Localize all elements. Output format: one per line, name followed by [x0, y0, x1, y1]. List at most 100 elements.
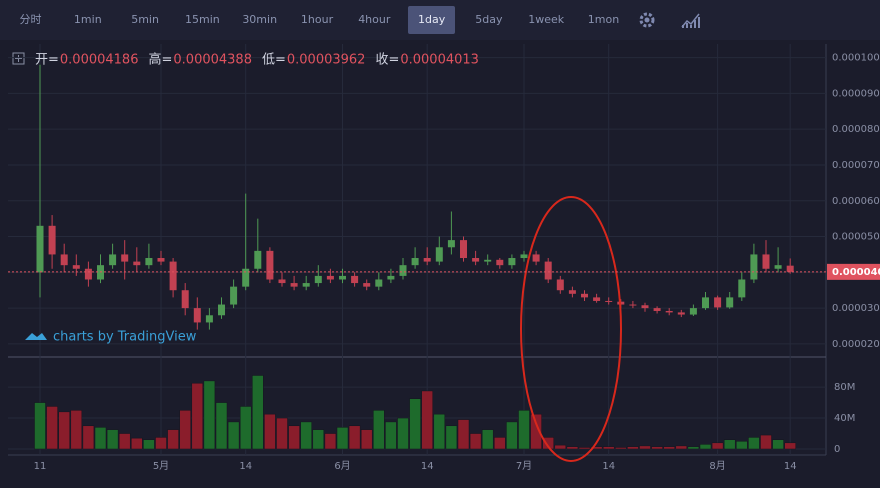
volume-tick-label: 40M [834, 413, 855, 424]
candle-body [472, 258, 480, 262]
volume-bar [94, 427, 107, 450]
candle-body [689, 308, 697, 315]
volume-bar [602, 446, 615, 450]
ohlc-label: 收= [375, 53, 399, 68]
candle-body [617, 301, 625, 305]
volume-bar [82, 425, 95, 450]
volume-bar [445, 425, 458, 450]
candle-body [435, 247, 443, 262]
volume-bar [615, 447, 627, 450]
volume-tick-label: 80M [834, 382, 855, 393]
interval-button[interactable]: 1week [528, 13, 565, 26]
volume-bar [663, 446, 675, 450]
candle-body [702, 297, 709, 309]
interval-button[interactable]: 1mon [587, 13, 620, 26]
candle-body [109, 254, 117, 266]
volume-bar [554, 444, 567, 450]
volume-bar [179, 410, 191, 450]
candle-body [48, 225, 56, 255]
interval-button[interactable]: 15min [185, 13, 220, 26]
interval-button[interactable]: 5min [131, 13, 159, 26]
ohlc-value: 0.00003962 [287, 53, 366, 68]
volume-bar [70, 410, 83, 450]
volume-bar [143, 439, 155, 450]
candle-body [568, 290, 576, 294]
ohlc-value: 0.00004013 [400, 53, 479, 68]
volume-bar [457, 419, 470, 450]
volume-bar [639, 445, 651, 450]
volume-bar [784, 442, 796, 450]
candle-body [266, 250, 274, 280]
candle-body [133, 261, 141, 266]
candle-body [786, 265, 794, 272]
volume-bar [46, 406, 58, 450]
interval-button[interactable]: 1day [408, 6, 456, 34]
candle-body [544, 261, 552, 280]
candle-body [193, 308, 201, 323]
settings-icon[interactable] [637, 10, 657, 30]
candle-body [121, 254, 129, 262]
x-tick-label: 14 [602, 461, 615, 472]
candle-body [411, 258, 419, 266]
candle-body [641, 305, 649, 309]
interval-button[interactable]: 1min [73, 13, 102, 26]
candle-body [387, 275, 395, 280]
candle-body [36, 225, 44, 273]
price-label: 0.000040 [832, 267, 880, 278]
interval-button[interactable]: 1hour [300, 13, 334, 26]
volume-bar [433, 413, 446, 450]
candle-body [169, 261, 177, 291]
candle-body [218, 304, 225, 316]
volume-bar [167, 429, 179, 450]
volume-bar [106, 429, 119, 450]
ohlc-label: 开= [35, 53, 59, 68]
interval-button[interactable]: 4hour [358, 13, 391, 26]
volume-bar [312, 429, 325, 450]
x-tick-label: 7月 [516, 460, 532, 472]
volume-tick-label: 0 [834, 444, 840, 455]
candle-body [593, 297, 601, 301]
expand-icon [12, 52, 25, 65]
candle-body [302, 283, 310, 287]
candle-body [581, 293, 588, 298]
volume-bar [772, 439, 784, 450]
candle-body [484, 259, 492, 262]
candle-body [605, 300, 613, 302]
candle-body [181, 290, 189, 309]
interval-button[interactable]: 5day [475, 13, 503, 26]
candle-body [60, 254, 68, 266]
candle-body [254, 250, 262, 269]
interval-button[interactable]: 分时 [19, 13, 42, 26]
volume-bar [736, 441, 748, 450]
volume-bar [227, 421, 240, 450]
volume-bar [118, 433, 131, 450]
volume-bar [360, 429, 373, 450]
volume-bar [651, 446, 663, 450]
ohlc-label: 高= [148, 52, 172, 68]
volume-bar [348, 425, 361, 450]
annotation-ellipse [520, 196, 622, 462]
candle-body [314, 275, 322, 284]
interval-button[interactable]: 30min [242, 13, 278, 26]
volume-bar [324, 433, 337, 450]
candle-body [72, 265, 80, 269]
candle-body [629, 304, 637, 306]
candle-body [556, 279, 564, 291]
volume-bar [385, 421, 397, 450]
volume-bar [760, 434, 772, 450]
volume-bar [215, 402, 228, 450]
indicator-icon[interactable] [681, 11, 701, 29]
volume-bar [675, 445, 688, 450]
candle-body [84, 268, 92, 280]
volume-bar [155, 437, 167, 450]
candle-body [726, 297, 734, 308]
candle-body [399, 265, 407, 276]
volume-bar [252, 375, 264, 450]
candle-body [278, 279, 286, 284]
volume-bar [481, 429, 494, 450]
volume-bar [397, 417, 409, 450]
candle-body [460, 240, 467, 259]
volume-bar [748, 437, 760, 450]
